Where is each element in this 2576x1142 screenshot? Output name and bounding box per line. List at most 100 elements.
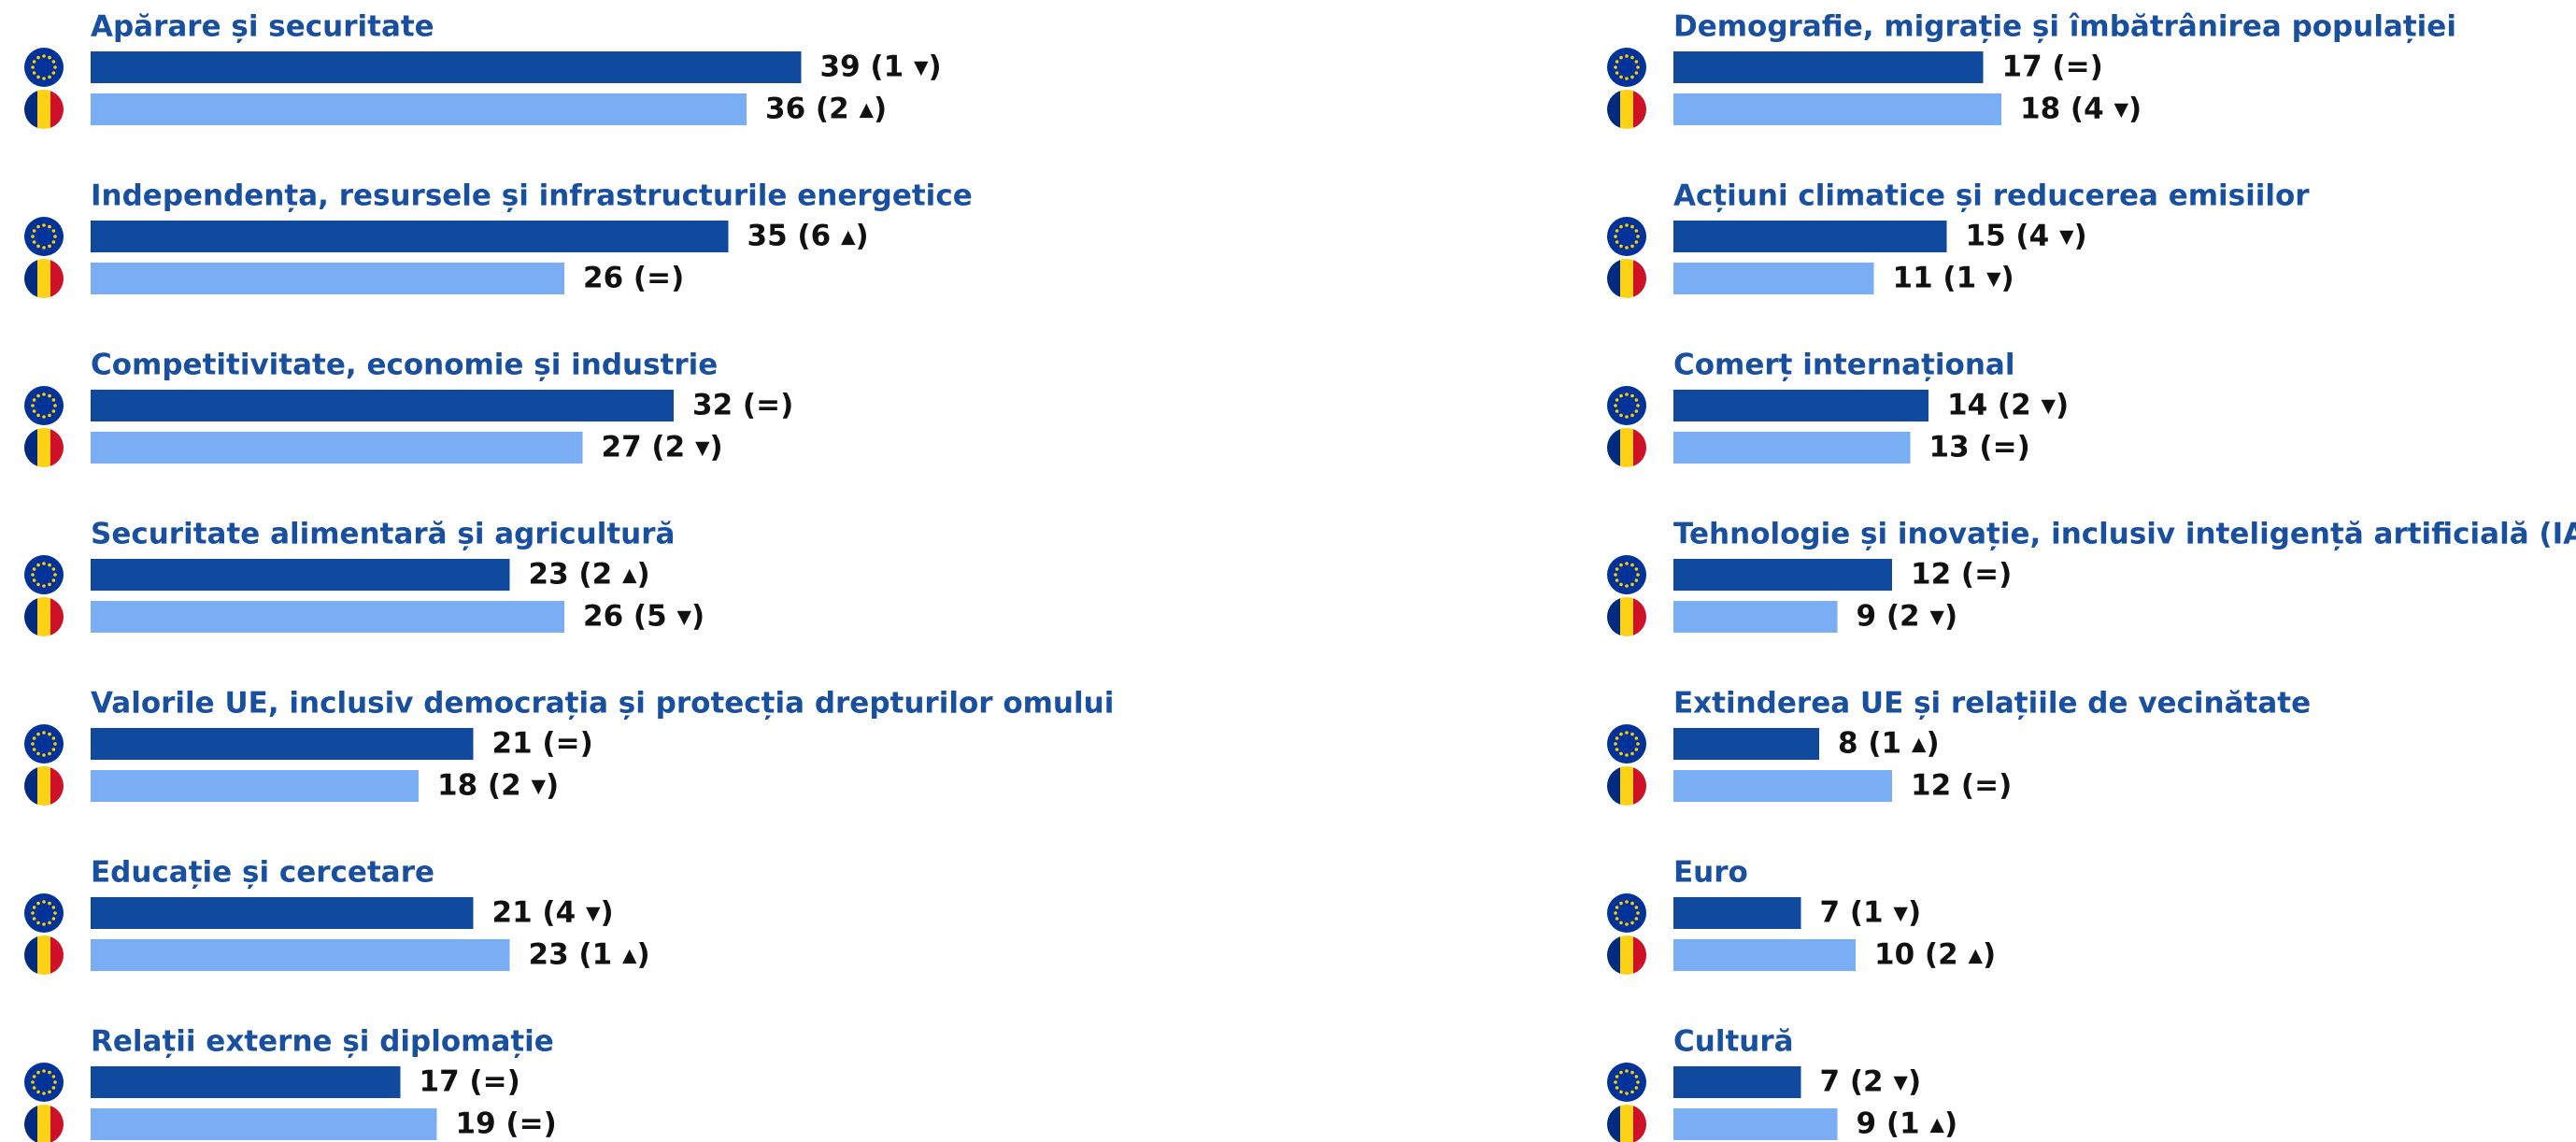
- eu-star: [42, 54, 46, 58]
- eu-star: [48, 75, 51, 79]
- eu-star: [1630, 55, 1634, 60]
- eu-star: [36, 55, 40, 60]
- eu-star: [1634, 1086, 1639, 1090]
- eu-star: [53, 404, 57, 407]
- eu-star: [1614, 573, 1617, 577]
- eu-star: [51, 1086, 56, 1090]
- eu-star: [1625, 584, 1629, 588]
- eu-star: [1634, 409, 1639, 413]
- ro-stripe: [1607, 597, 1621, 636]
- ro-stripe: [37, 597, 51, 636]
- bar: [91, 263, 564, 294]
- ro-stripe: [1620, 428, 1634, 467]
- eu-star: [32, 60, 36, 64]
- eu-star: [1636, 65, 1640, 69]
- ro-stripe: [24, 597, 38, 636]
- eu-star: [1625, 753, 1629, 757]
- eu-flag: [24, 724, 64, 764]
- eu-star: [51, 240, 56, 244]
- eu-star: [1625, 922, 1629, 926]
- category-label: Acțiuni climatice și reducerea emisiilor: [1673, 179, 2310, 213]
- eu-star: [1630, 75, 1634, 79]
- eu-star: [32, 906, 36, 909]
- eu-star: [1634, 398, 1639, 402]
- eu-star: [1636, 235, 1640, 238]
- eu-star: [1625, 246, 1629, 250]
- eu-star: [42, 731, 46, 735]
- ro-stripe: [50, 1105, 64, 1142]
- eu-flag-bg: [1607, 1063, 1646, 1102]
- ro-flag: [24, 597, 64, 636]
- eu-flag-bg: [24, 893, 64, 933]
- eu-star: [1619, 751, 1623, 756]
- value-label: 17 (=): [420, 1065, 520, 1099]
- eu-star: [1615, 1075, 1619, 1078]
- eu-flag: [1607, 386, 1646, 425]
- eu-flag-bg: [1607, 724, 1646, 764]
- ro-stripe: [1607, 935, 1621, 975]
- ro-stripe: [1607, 259, 1621, 298]
- eu-star: [53, 65, 57, 69]
- value-label: 11 (1 ▾): [1893, 262, 2014, 295]
- ro-stripe: [37, 766, 51, 806]
- eu-star: [1619, 413, 1623, 418]
- value-label: 32 (=): [692, 389, 793, 422]
- value-label: 23 (2 ▴): [529, 558, 650, 592]
- eu-star: [1625, 731, 1629, 735]
- eu-star: [1619, 244, 1623, 249]
- eu-star: [1634, 567, 1639, 571]
- bar: [91, 1066, 401, 1098]
- eu-flag: [1607, 724, 1646, 764]
- eu-star: [32, 1086, 36, 1090]
- eu-star: [31, 911, 35, 915]
- eu-star: [1615, 748, 1619, 751]
- eu-flag: [24, 386, 64, 425]
- ro-stripe: [24, 766, 38, 806]
- value-label: 7 (1 ▾): [1820, 896, 1922, 930]
- eu-star: [51, 736, 56, 740]
- eu-star: [36, 1070, 40, 1075]
- ro-stripe: [1607, 90, 1621, 129]
- eu-star: [1636, 573, 1640, 577]
- eu-flag-bg: [1607, 217, 1646, 256]
- eu-star: [1625, 900, 1629, 904]
- eu-star: [36, 224, 40, 229]
- eu-star: [1614, 911, 1617, 915]
- bar: [1673, 897, 1801, 929]
- eu-star: [31, 65, 35, 69]
- bar: [1673, 263, 1874, 294]
- eu-star: [48, 224, 51, 229]
- eu-star: [48, 413, 51, 418]
- eu-star: [42, 223, 46, 227]
- category-label: Euro: [1673, 856, 1748, 890]
- category-label: Demografie, migrație și îmbătrânirea pop…: [1673, 10, 2456, 44]
- eu-star: [32, 71, 36, 75]
- ro-stripe: [24, 935, 38, 975]
- ro-stripe: [50, 935, 64, 975]
- ro-stripe: [50, 90, 64, 129]
- ro-flag: [1607, 935, 1646, 975]
- ro-stripe: [1620, 766, 1634, 806]
- eu-flag-bg: [1607, 893, 1646, 933]
- category-label: Apărare și securitate: [91, 10, 434, 44]
- eu-star: [1636, 742, 1640, 746]
- eu-star: [42, 1092, 46, 1095]
- ro-flag: [1607, 597, 1646, 636]
- value-label: 39 (1 ▾): [820, 50, 942, 84]
- value-label: 14 (2 ▾): [1947, 389, 2069, 422]
- eu-star: [1615, 578, 1619, 582]
- eu-star: [1630, 563, 1634, 567]
- ro-stripe: [1620, 1105, 1634, 1142]
- eu-flag-bg: [1607, 555, 1646, 594]
- ro-stripe: [37, 935, 51, 975]
- bar: [91, 939, 510, 971]
- eu-star: [32, 398, 36, 402]
- value-label: 19 (=): [456, 1107, 557, 1141]
- eu-star: [1615, 917, 1619, 921]
- eu-star: [1630, 1090, 1634, 1094]
- eu-star: [36, 751, 40, 756]
- eu-flag: [24, 893, 64, 933]
- eu-star: [1619, 1090, 1623, 1094]
- eu-star: [1634, 917, 1639, 921]
- eu-star: [1625, 415, 1629, 419]
